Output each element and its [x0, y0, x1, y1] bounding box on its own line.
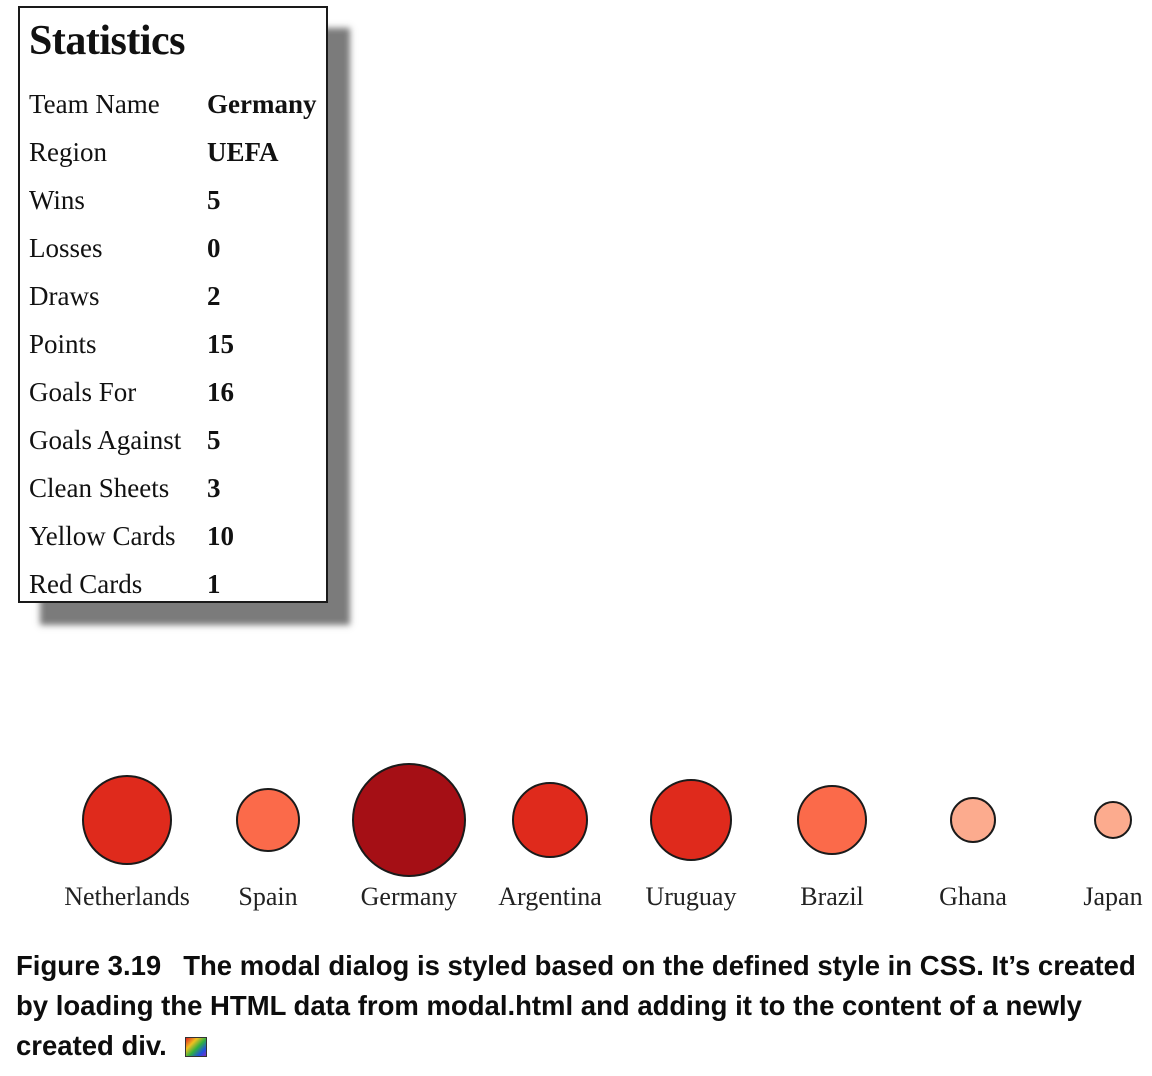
team-bubble-netherlands[interactable] [82, 775, 172, 865]
table-row: Yellow Cards 10 [29, 512, 316, 560]
team-label: Japan [1083, 882, 1142, 911]
stat-label: Yellow Cards [29, 520, 176, 551]
stat-value: 5 [207, 424, 221, 455]
table-row: Losses 0 [29, 224, 316, 272]
team-bubble-ghana[interactable] [950, 797, 996, 843]
stat-label: Clean Sheets [29, 472, 170, 503]
stat-label: Draws [29, 280, 100, 311]
stat-label: Region [29, 136, 107, 167]
team-label: Germany [361, 882, 458, 911]
table-row: Region UEFA [29, 128, 316, 176]
table-row: Draws 2 [29, 272, 316, 320]
team-label: Netherlands [64, 882, 190, 911]
team-label: Ghana [939, 882, 1007, 911]
team-label: Brazil [800, 882, 864, 911]
figure-label: Figure 3.19 [16, 950, 162, 981]
stat-value: 15 [207, 328, 234, 359]
team-bubble-row: Netherlands Spain Germany Argentina Uruguay B… [0, 740, 1152, 940]
stat-value: 5 [207, 184, 221, 215]
stat-value: 3 [207, 472, 221, 503]
team-bubble-uruguay[interactable] [650, 779, 732, 861]
table-row: Goals Against 5 [29, 416, 316, 464]
team-bubble-brazil[interactable] [797, 785, 867, 855]
stat-label: Goals For [29, 376, 137, 407]
table-row: Wins 5 [29, 176, 316, 224]
table-row: Goals For 16 [29, 368, 316, 416]
color-figure-icon [184, 1037, 207, 1057]
team-label: Spain [238, 882, 297, 911]
team-label: Uruguay [646, 882, 737, 911]
table-row: Team Name Germany [29, 80, 316, 128]
team-bubbles-svg: Netherlands Spain Germany Argentina Uruguay B… [64, 763, 1143, 911]
team-bubble-spain[interactable] [236, 788, 300, 852]
stat-label: Red Cards [29, 568, 143, 599]
stat-value: 10 [207, 520, 234, 551]
stat-value: 16 [207, 376, 234, 407]
team-bubble-argentina[interactable] [512, 782, 588, 858]
team-label: Argentina [498, 882, 602, 911]
stat-label: Team Name [29, 88, 160, 119]
stat-value: 1 [207, 568, 221, 599]
table-row: Red Cards 1 [29, 560, 316, 608]
team-bubble-japan[interactable] [1094, 801, 1132, 839]
figure-caption-text: The modal dialog is styled based on the … [16, 950, 1136, 1061]
stat-label: Goals Against [29, 424, 182, 455]
stat-label: Wins [29, 184, 85, 215]
stat-label: Points [29, 328, 97, 359]
stat-value: 0 [207, 232, 221, 263]
stat-value: Germany [207, 88, 317, 119]
modal-title: Statistics [29, 18, 186, 64]
team-bubble-germany[interactable] [352, 763, 466, 877]
stat-value: UEFA [207, 136, 279, 167]
figure-caption: Figure 3.19 The modal dialog is styled ba… [16, 946, 1141, 1066]
table-row: Clean Sheets 3 [29, 464, 316, 512]
stat-label: Losses [29, 232, 103, 263]
table-row: Points 15 [29, 320, 316, 368]
statistics-modal: Statistics Team Name Germany Region UEFA… [18, 6, 328, 603]
statistics-table: Team Name Germany Region UEFA Wins 5 Los… [29, 80, 316, 608]
stat-value: 2 [207, 280, 221, 311]
